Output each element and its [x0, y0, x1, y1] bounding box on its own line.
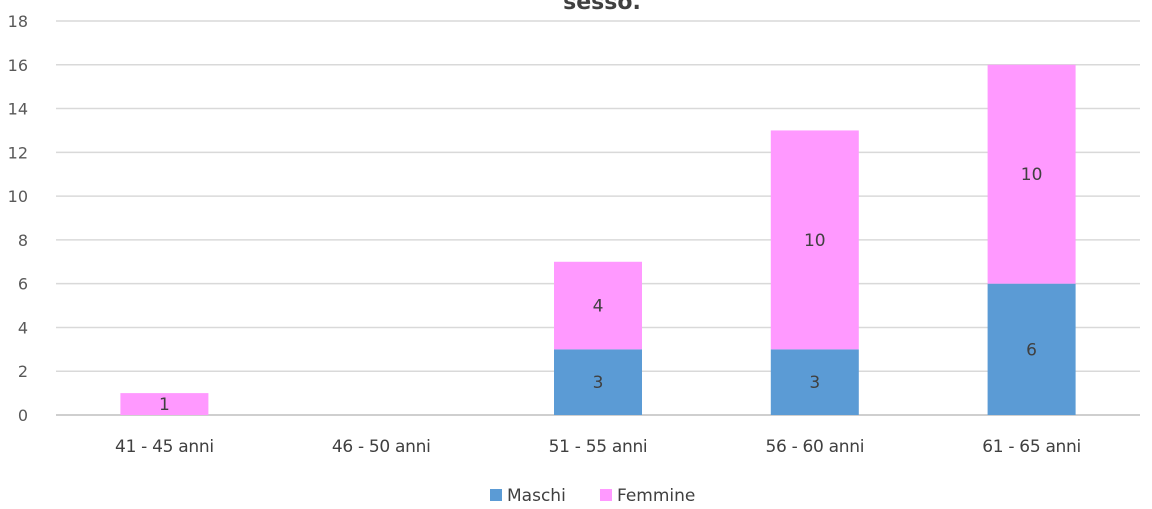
bar-maschi [987, 283, 1076, 415]
data-label: 10 [1021, 165, 1043, 185]
bars [120, 64, 1076, 415]
legend-label: Femmine [617, 486, 695, 506]
legend-label: Maschi [507, 486, 566, 506]
y-tick-label: 12 [8, 143, 28, 162]
y-tick-label: 6 [18, 275, 28, 294]
x-tick-label: 51 - 55 anni [549, 437, 648, 457]
y-tick-label: 0 [18, 406, 28, 425]
gridlines [56, 20, 1140, 416]
bar-maschi [554, 349, 642, 415]
x-tick-label: 61 - 65 anni [982, 437, 1081, 457]
y-tick-label: 2 [18, 362, 28, 381]
x-tick-label: 41 - 45 anni [115, 437, 214, 457]
bar-maschi [770, 349, 859, 415]
y-tick-label: 10 [8, 187, 28, 206]
data-label: 4 [593, 297, 604, 317]
x-tick-label: 46 - 50 anni [332, 437, 431, 457]
data-label: 3 [809, 373, 820, 393]
x-tick-label: 56 - 60 anni [765, 437, 864, 457]
y-tick-label: 4 [18, 318, 28, 337]
bar-femmine [770, 130, 859, 350]
data-label: 10 [804, 231, 826, 251]
y-tick-label: 8 [18, 231, 28, 250]
data-labels: 1 3 4 3 10 6 10 [159, 165, 1042, 415]
x-axis: 41 - 45 anni 46 - 50 anni 51 - 55 anni 56 -… [115, 437, 1081, 457]
data-label: 6 [1026, 340, 1037, 360]
y-axis: 0 2 4 6 8 10 12 14 16 18 [8, 12, 28, 425]
legend-swatch [600, 489, 612, 501]
y-tick-label: 14 [8, 100, 28, 119]
bar-femmine [120, 393, 209, 415]
bar-femmine [554, 261, 642, 350]
legend[interactable]: Maschi Femmine [490, 486, 695, 506]
legend-item-femmine[interactable]: Femmine [600, 486, 695, 506]
bar-femmine [987, 64, 1076, 284]
y-tick-label: 18 [8, 12, 28, 31]
chart-title: sesso. [563, 0, 641, 15]
y-tick-label: 16 [8, 56, 28, 75]
data-label: 3 [593, 373, 604, 393]
legend-swatch [490, 489, 502, 501]
legend-item-maschi[interactable]: Maschi [490, 486, 566, 506]
data-label: 1 [159, 395, 170, 415]
